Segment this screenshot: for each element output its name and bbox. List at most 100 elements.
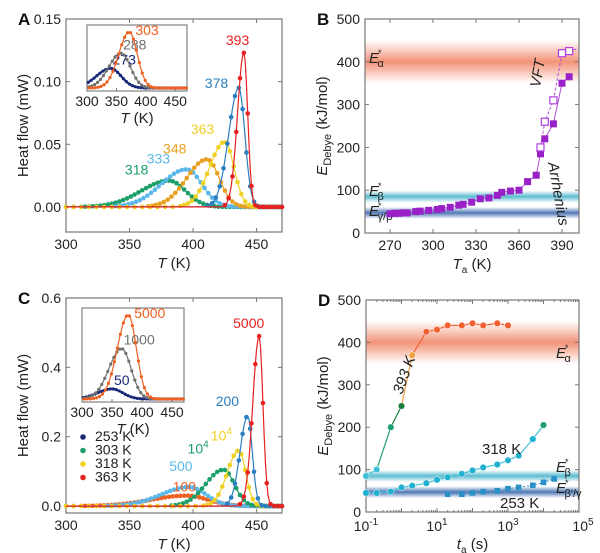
inset-data-point [104, 69, 109, 73]
data-point-filled [386, 210, 394, 218]
inset-data-point [88, 397, 92, 401]
x-tick-label: 400 [181, 517, 205, 533]
inset-data-point [125, 58, 129, 62]
inset-data-point [181, 86, 186, 90]
x-tick-label: 270 [378, 237, 402, 253]
inset-data-point [139, 86, 143, 90]
x-tick-label: 300 [54, 236, 78, 252]
data-point [193, 194, 198, 199]
data-point [141, 498, 146, 504]
data-point-318K [444, 473, 452, 481]
inset-data-point [170, 86, 174, 90]
band-label-beta: E* β [369, 181, 384, 203]
data-point [251, 469, 257, 474]
inset-data-point [139, 391, 143, 395]
data-point [197, 495, 202, 500]
data-point-filled [399, 209, 407, 217]
data-point [240, 431, 245, 437]
series-label: 333 [147, 150, 171, 166]
inset-data-point [178, 397, 182, 401]
data-point-open [557, 49, 567, 58]
inset-data-point [181, 397, 185, 401]
data-point [145, 193, 150, 198]
data-point [167, 174, 173, 179]
data-point [145, 497, 150, 503]
inset-frame [81, 307, 185, 403]
inset-data-point [137, 61, 141, 65]
panel-D: 0 100 200 300 400 500 10-1 101 103 105 ta (s) EDeby… [315, 291, 594, 553]
data-point [164, 177, 169, 182]
data-point [156, 493, 162, 498]
inset-data-point [145, 392, 149, 396]
inset-data-point [91, 393, 95, 397]
data-point [263, 503, 268, 509]
x-tick-label: 350 [118, 236, 142, 252]
data-point [175, 169, 181, 174]
data-point [137, 499, 142, 505]
inset-data-point [136, 85, 140, 89]
data-point [228, 204, 234, 209]
data-point [227, 462, 233, 468]
y-tick-label: 400 [337, 54, 361, 70]
inset-data-point [103, 376, 107, 380]
series-line-393K [376, 427, 392, 470]
data-point [208, 161, 214, 167]
data-point-318K [408, 482, 416, 490]
data-point-318K [422, 479, 430, 487]
legend-label: 363 K [95, 469, 132, 485]
x-axis-label: ta (s) [457, 536, 488, 553]
inset-x-tick-label: 450 [164, 93, 188, 109]
inset-data-point [175, 397, 179, 401]
inset-x-tick-label: 300 [70, 404, 94, 420]
axes-frame [364, 18, 580, 234]
data-point [249, 502, 254, 508]
series-line-393K [390, 405, 403, 428]
data-point [136, 190, 141, 195]
data-point [124, 196, 130, 201]
data-point [230, 199, 235, 204]
legend-label: 253 K [95, 428, 132, 444]
data-point [157, 201, 163, 206]
data-point-318K [468, 466, 477, 474]
x-axis-label: Ta (K) [453, 256, 492, 276]
data-point-393K [422, 328, 430, 336]
y-tick-label: 0 [353, 504, 361, 520]
data-point-filled [476, 195, 484, 203]
y-axis-label: EDebye (kJ/mol) [314, 76, 334, 175]
y-tick-label: 500 [338, 292, 362, 308]
inset-data-point [120, 43, 124, 47]
inset-data-point [111, 69, 115, 73]
inset-data-point [110, 66, 114, 71]
data-point [188, 170, 193, 176]
inset-data-point [138, 397, 142, 401]
series-line-318K [366, 424, 544, 494]
data-point-filled [558, 79, 566, 87]
data-point-318K [493, 460, 501, 469]
data-point [171, 171, 177, 177]
data-point [148, 496, 154, 501]
inset-data-point [110, 59, 114, 63]
data-point [230, 478, 235, 483]
data-point-253K [494, 488, 501, 494]
data-point [185, 201, 191, 206]
data-point [197, 199, 202, 205]
inset-data-point [178, 86, 183, 90]
inset-data-point [124, 314, 128, 318]
inset-data-point [94, 396, 98, 400]
inset-data-point [112, 355, 116, 359]
data-point [214, 170, 220, 176]
data-point [218, 467, 224, 473]
data-point [165, 197, 170, 202]
data-point-open [549, 96, 558, 105]
inset-data-point [143, 78, 147, 83]
inset-x-tick-label: 400 [130, 404, 154, 420]
x-tick-label: 350 [118, 517, 142, 533]
data-point-filled [425, 206, 433, 214]
data-point [227, 148, 233, 154]
inset-data-point [106, 381, 110, 385]
data-point-filled [485, 194, 493, 202]
data-point [223, 473, 229, 479]
inset-data-point [101, 69, 105, 73]
data-point [217, 201, 223, 206]
data-point-open [565, 46, 574, 56]
